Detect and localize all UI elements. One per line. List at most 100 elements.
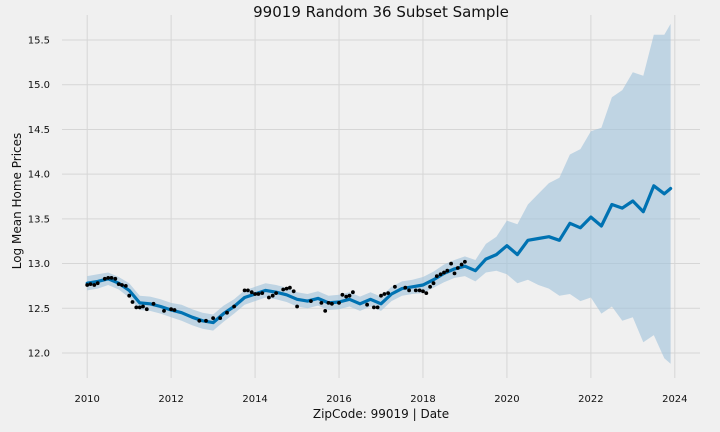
observed-point [249, 290, 254, 295]
observed-point [106, 276, 111, 280]
x-tick-label: 2014 [242, 394, 267, 405]
observed-point [123, 284, 128, 288]
observed-point [291, 289, 296, 294]
observed-point [246, 288, 250, 293]
uncertainty-band [87, 23, 671, 364]
chart-title: 99019 Random 36 Subset Sample [253, 3, 509, 21]
observed-point [382, 292, 387, 296]
x-tick-label: 2018 [410, 394, 435, 405]
observed-point [144, 307, 149, 312]
observed-point [130, 300, 135, 304]
observed-point [347, 293, 352, 298]
observed-point [141, 304, 145, 309]
observed-point [455, 266, 460, 270]
observed-point [452, 271, 457, 276]
observed-point [95, 281, 100, 286]
y-tick-labels: 12.0 12.5 13.0 13.5 14.0 14.5 15.0 15.5 [28, 36, 50, 360]
x-tick-label: 2012 [158, 394, 183, 405]
observed-point [113, 276, 118, 281]
y-tick-label: 13.0 [28, 259, 50, 270]
observed-point [151, 301, 156, 306]
observed-point [319, 301, 324, 305]
y-tick-label: 14.0 [28, 170, 50, 181]
observed-point [365, 302, 369, 307]
y-tick-label: 15.0 [28, 80, 50, 91]
observed-point [386, 291, 390, 295]
observed-point [428, 284, 432, 289]
observed-point [172, 308, 177, 312]
observed-point [102, 276, 107, 281]
y-tick-label: 12.5 [28, 304, 50, 315]
observed-point [431, 281, 436, 286]
observed-point [218, 316, 223, 320]
x-tick-label: 2024 [662, 394, 687, 405]
observed-point [127, 293, 132, 298]
observed-point [375, 305, 380, 310]
x-tick-label: 2020 [494, 394, 519, 405]
observed-point [253, 292, 257, 296]
observed-point [204, 318, 208, 323]
x-axis-label: ZipCode: 99019 | Date [313, 407, 449, 421]
observed-point [88, 282, 93, 286]
observed-points [85, 259, 467, 323]
observed-point [445, 268, 450, 273]
observed-point [109, 276, 114, 280]
x-tick-label: 2016 [326, 394, 351, 405]
observed-point [442, 270, 446, 275]
observed-point [434, 274, 439, 278]
observed-point [85, 283, 90, 287]
observed-point [326, 301, 331, 305]
y-tick-label: 14.5 [28, 125, 50, 136]
observed-point [424, 291, 429, 295]
observed-point [225, 310, 229, 315]
observed-point [340, 292, 345, 297]
observed-point [459, 262, 464, 267]
observed-point [116, 282, 121, 286]
observed-point [267, 295, 271, 300]
observed-point [372, 305, 376, 310]
forecast-line [85, 184, 673, 325]
observed-point [309, 299, 313, 303]
observed-point [330, 301, 334, 306]
observed-point [463, 259, 467, 264]
y-tick-label: 13.5 [28, 214, 50, 225]
observed-point [295, 304, 299, 309]
observed-point [288, 285, 292, 290]
x-tick-label: 2022 [578, 394, 603, 405]
observed-point [449, 261, 453, 266]
observed-point [270, 293, 275, 298]
observed-point [337, 301, 341, 305]
y-tick-label: 15.5 [28, 36, 50, 47]
y-axis-label: Log Mean Home Prices [10, 133, 24, 270]
observed-point [232, 304, 237, 309]
observed-point [284, 286, 289, 291]
observed-point [417, 288, 422, 293]
observed-point [242, 288, 247, 293]
observed-point [393, 284, 397, 289]
observed-point [137, 305, 142, 310]
observed-point [274, 291, 278, 295]
observed-point [197, 318, 202, 323]
observed-point [413, 288, 418, 293]
observed-point [256, 292, 261, 296]
observed-point [169, 307, 174, 312]
observed-point [211, 316, 216, 320]
observed-point [403, 285, 408, 290]
observed-point [344, 294, 349, 299]
observed-point [351, 290, 355, 295]
x-tick-label: 2010 [74, 394, 99, 405]
observed-point [260, 291, 265, 295]
observed-point [323, 309, 328, 313]
x-tick-labels: 2010 2012 2014 2016 2018 2020 2022 2024 [74, 394, 687, 405]
observed-point [407, 288, 411, 293]
observed-point [281, 287, 286, 292]
observed-point [134, 305, 139, 310]
observed-point [120, 283, 124, 287]
observed-point [162, 309, 166, 313]
observed-point [92, 283, 97, 287]
observed-point [379, 293, 383, 298]
y-tick-label: 12.0 [28, 348, 50, 359]
observed-point [438, 272, 443, 277]
observed-point [421, 289, 425, 294]
